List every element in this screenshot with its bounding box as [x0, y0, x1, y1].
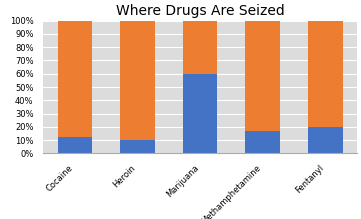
Title: Where Drugs Are Seized: Where Drugs Are Seized	[116, 4, 284, 18]
Bar	[120, 21, 155, 140]
Bar	[120, 140, 155, 153]
Bar	[57, 137, 92, 153]
Bar	[183, 21, 217, 74]
Bar	[245, 21, 280, 131]
Bar	[308, 21, 343, 127]
Bar	[308, 127, 343, 153]
Bar	[183, 74, 217, 153]
Bar	[57, 21, 92, 137]
Bar	[245, 131, 280, 153]
